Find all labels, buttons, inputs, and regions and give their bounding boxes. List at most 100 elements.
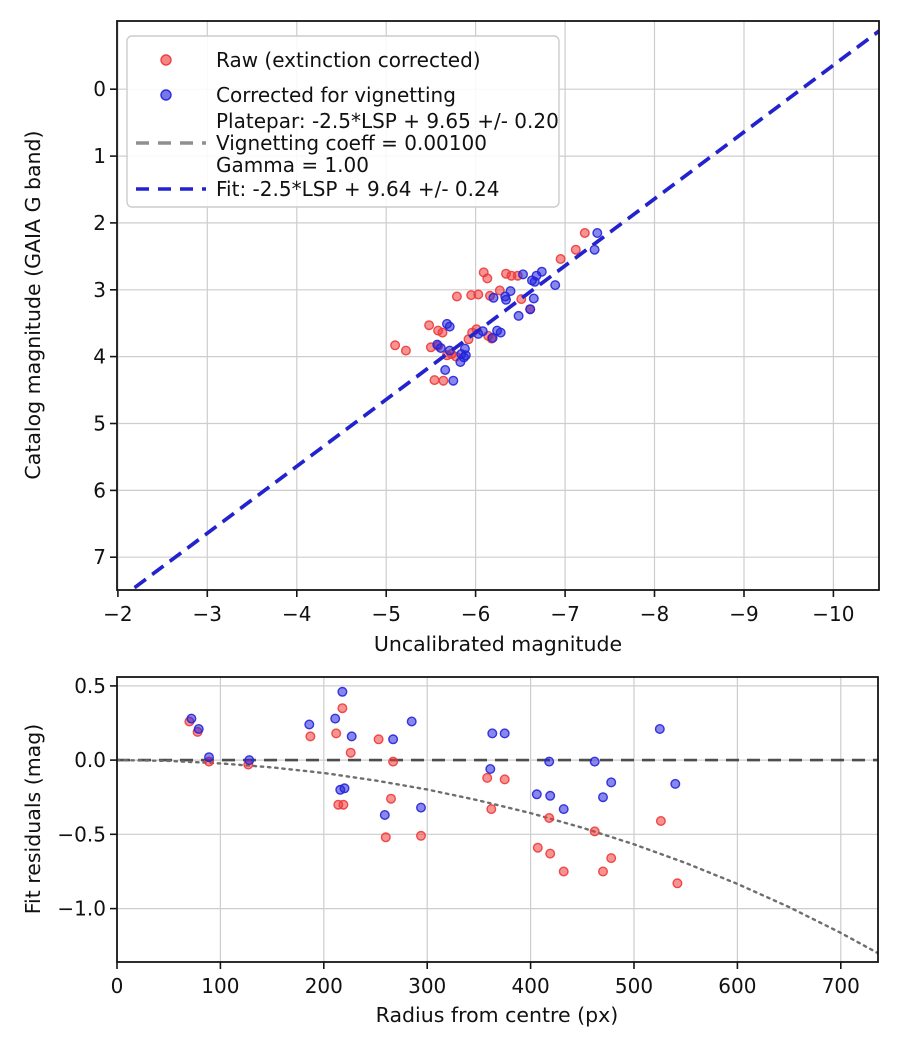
corrected-residuals-point [193, 724, 204, 735]
raw-scatter-point [451, 291, 462, 302]
x-tick-label: −4 [282, 602, 311, 626]
corrected-scatter-point [448, 375, 459, 386]
x-tick-label: 700 [822, 974, 860, 998]
corrected-scatter-point [513, 310, 524, 321]
corrected-residuals-point [598, 792, 609, 803]
corrected-residuals-point [416, 802, 427, 813]
corrected-residuals-point [485, 764, 496, 775]
corrected-residuals [186, 686, 681, 821]
corrected-scatter-point [550, 280, 561, 291]
x-tick-label: −6 [461, 602, 490, 626]
fit-line [128, 29, 879, 590]
raw-residuals-point [532, 842, 543, 853]
raw-residuals-point [416, 830, 427, 841]
corrected-residuals-point [337, 686, 348, 697]
subplot-0: −2 −3 −4 −5 −6 −7 −8 −9 −10 0 1 2 3 4 5 6 7 Raw (extincti… [93, 20, 880, 626]
corrected-scatter-point [525, 304, 536, 315]
raw-residuals-point [606, 853, 617, 864]
raw-residuals-point [388, 756, 399, 767]
corrected-residuals-point [406, 716, 417, 727]
raw-residuals-point [544, 813, 555, 824]
corrected-residuals-point [388, 734, 399, 745]
corrected-scatter-point [536, 266, 547, 277]
corrected-residuals-point [379, 810, 390, 821]
x-tick-label: 600 [718, 974, 756, 998]
corrected-scatter-point [592, 227, 603, 238]
y-tick-label: 5 [93, 412, 106, 436]
raw-scatter-point [494, 285, 505, 296]
raw-residuals-point [655, 816, 666, 827]
raw-scatter-point [570, 244, 581, 255]
corrected-residuals-point [544, 756, 555, 767]
corrected-residuals-point [487, 728, 498, 739]
x-tick-label: 100 [201, 974, 239, 998]
y-tick-label: −0.5 [57, 822, 106, 846]
corrected-scatter-point [501, 294, 512, 305]
raw-residuals-point [589, 826, 600, 837]
x-tick-label: −5 [371, 602, 400, 626]
legend-marker-dot [160, 89, 172, 101]
raw-scatter-point [555, 253, 566, 264]
vignetting-curve [117, 758, 878, 955]
raw-residuals-point [345, 747, 356, 758]
raw-residuals-point [558, 866, 569, 877]
top-xaxis-label: Uncalibrated magnitude [374, 632, 622, 656]
raw-residuals-point [499, 774, 510, 785]
axes-spines [116, 676, 879, 963]
x-tick-label: −2 [103, 602, 132, 626]
raw-residuals-point [486, 804, 497, 815]
legend-entry-label: Raw (extinction corrected) [216, 48, 481, 72]
raw-scatter-point [438, 375, 449, 386]
raw-scatter-point [482, 273, 493, 284]
corrected-residuals-point [499, 728, 510, 739]
raw-residuals-point [331, 728, 342, 739]
x-tick-label: −9 [729, 602, 758, 626]
raw-residuals-point [338, 799, 349, 810]
raw-residuals-point [672, 878, 683, 889]
corrected-scatter-point [495, 327, 506, 338]
corrected-residuals-point [606, 777, 617, 788]
raw-scatter-point [437, 327, 448, 338]
x-tick-label: −7 [550, 602, 579, 626]
y-tick-label: 0.0 [74, 748, 106, 772]
corrected-residuals-point [339, 783, 350, 794]
corrected-residuals-point [186, 713, 197, 724]
raw-residuals-point [380, 832, 391, 843]
legend-entry-label: Gamma = 1.00 [216, 153, 369, 177]
corrected-scatter-point [487, 332, 498, 343]
plots-group: −2 −3 −4 −5 −6 −7 −8 −9 −10 0 1 2 3 4 5 6 7 Raw (extincti… [57, 20, 880, 998]
y-tick-label: 0.5 [74, 674, 106, 698]
y-tick-label: −1.0 [57, 897, 106, 921]
corrected-scatter-point [455, 357, 466, 368]
x-tick-label: 200 [305, 974, 343, 998]
y-tick-label: 2 [93, 211, 106, 235]
raw-residuals-point [386, 793, 397, 804]
series-group [128, 29, 879, 590]
bottom-xaxis-label: Radius from centre (px) [376, 1003, 619, 1027]
raw-residuals-point [545, 848, 556, 859]
corrected-scatter-point [435, 343, 446, 354]
corrected-residuals-point [531, 789, 542, 800]
raw-residuals-point [373, 734, 384, 745]
raw-residuals-point [482, 772, 493, 783]
x-tick-label: −10 [812, 602, 854, 626]
legend-entry-label: Platepar: -2.5*LSP + 9.65 +/- 0.20 [216, 109, 559, 133]
raw-scatter-point [579, 227, 590, 238]
corrected-scatter [432, 227, 603, 386]
top-yaxis-label: Catalog magnitude (GAIA G band) [21, 130, 45, 479]
x-tick-label: 0 [111, 974, 124, 998]
corrected-scatter-point [488, 292, 499, 303]
corrected-scatter-point [589, 244, 600, 255]
y-tick-label: 1 [93, 144, 106, 168]
y-tick-label: 7 [93, 545, 106, 569]
subplot-1: 0 100 200 300 400 500 600 700 0.5 0.0 −0.5 −1.0 [57, 674, 879, 998]
y-tick-label: 4 [93, 345, 106, 369]
raw-scatter-point [424, 320, 435, 331]
corrected-residuals-point [330, 713, 341, 724]
y-tick-label: 6 [93, 478, 106, 502]
corrected-scatter-point [505, 286, 516, 297]
corrected-residuals-point [545, 790, 556, 801]
x-tick-label: 300 [408, 974, 446, 998]
